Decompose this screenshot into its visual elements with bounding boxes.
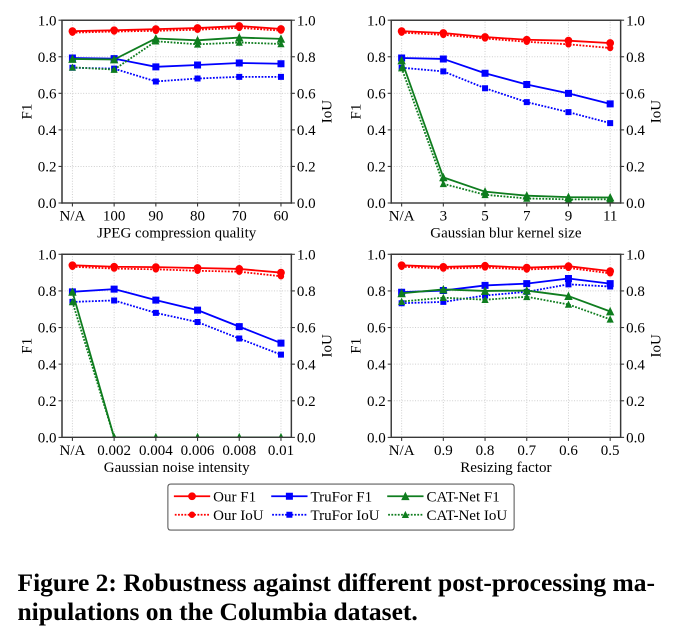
svg-text:0.6: 0.6 <box>559 443 578 459</box>
svg-text:F1: F1 <box>349 104 365 120</box>
svg-text:0.2: 0.2 <box>38 160 57 176</box>
svg-text:0.8: 0.8 <box>367 50 386 66</box>
svg-text:0.7: 0.7 <box>517 443 536 459</box>
svg-text:0.0: 0.0 <box>626 431 645 447</box>
svg-text:0.2: 0.2 <box>38 394 57 410</box>
svg-text:0.0: 0.0 <box>38 431 57 447</box>
svg-text:0.2: 0.2 <box>297 394 316 410</box>
svg-text:0.5: 0.5 <box>601 443 620 459</box>
svg-text:IoU: IoU <box>649 334 665 357</box>
svg-text:1.0: 1.0 <box>367 13 386 29</box>
svg-text:0.0: 0.0 <box>297 196 316 212</box>
svg-text:0.2: 0.2 <box>626 394 645 410</box>
svg-text:TruFor F1: TruFor F1 <box>311 490 373 506</box>
svg-text:Our F1: Our F1 <box>213 490 256 506</box>
svg-text:0.8: 0.8 <box>38 284 57 300</box>
svg-text:CAT-Net IoU: CAT-Net IoU <box>427 508 508 524</box>
svg-text:0.6: 0.6 <box>367 321 386 337</box>
svg-text:0.6: 0.6 <box>297 87 316 103</box>
svg-text:60: 60 <box>273 209 288 225</box>
svg-text:1.0: 1.0 <box>297 248 316 264</box>
svg-text:0.4: 0.4 <box>367 123 386 139</box>
svg-text:0.2: 0.2 <box>626 160 645 176</box>
svg-text:0.01: 0.01 <box>268 443 294 459</box>
svg-text:70: 70 <box>232 209 247 225</box>
svg-text:0.0: 0.0 <box>626 196 645 212</box>
svg-text:0.006: 0.006 <box>181 443 215 459</box>
svg-text:7: 7 <box>523 209 531 225</box>
svg-text:0.8: 0.8 <box>297 284 316 300</box>
svg-text:CAT-Net F1: CAT-Net F1 <box>427 490 500 506</box>
svg-text:0.002: 0.002 <box>97 443 131 459</box>
svg-text:0.6: 0.6 <box>38 321 57 337</box>
svg-text:1.0: 1.0 <box>38 13 57 29</box>
svg-text:0.8: 0.8 <box>367 284 386 300</box>
svg-text:TruFor IoU: TruFor IoU <box>311 508 380 524</box>
svg-text:0.6: 0.6 <box>367 87 386 103</box>
svg-text:0.6: 0.6 <box>626 321 645 337</box>
svg-text:0.0: 0.0 <box>297 431 316 447</box>
svg-text:0.4: 0.4 <box>38 357 57 373</box>
svg-text:0.004: 0.004 <box>139 443 173 459</box>
svg-text:0.2: 0.2 <box>367 394 386 410</box>
svg-text:JPEG compression quality: JPEG compression quality <box>97 226 257 242</box>
svg-text:N/A: N/A <box>389 443 415 459</box>
svg-text:0.4: 0.4 <box>626 123 645 139</box>
svg-text:100: 100 <box>103 209 126 225</box>
svg-text:0.6: 0.6 <box>38 87 57 103</box>
svg-text:0.8: 0.8 <box>38 50 57 66</box>
svg-text:F1: F1 <box>20 338 36 354</box>
svg-text:0.8: 0.8 <box>626 284 645 300</box>
svg-text:0.2: 0.2 <box>297 160 316 176</box>
svg-text:0.0: 0.0 <box>367 431 386 447</box>
svg-text:0.0: 0.0 <box>367 196 386 212</box>
svg-text:1.0: 1.0 <box>297 13 316 29</box>
svg-text:5: 5 <box>481 209 489 225</box>
svg-text:0.6: 0.6 <box>626 87 645 103</box>
svg-text:3: 3 <box>440 209 448 225</box>
svg-text:N/A: N/A <box>60 209 86 225</box>
svg-text:IoU: IoU <box>649 100 665 123</box>
svg-text:N/A: N/A <box>389 209 415 225</box>
svg-text:0.008: 0.008 <box>222 443 256 459</box>
svg-text:80: 80 <box>190 209 205 225</box>
svg-text:IoU: IoU <box>319 100 335 123</box>
svg-text:0.8: 0.8 <box>626 50 645 66</box>
svg-text:Resizing factor: Resizing factor <box>460 460 551 476</box>
svg-text:1.0: 1.0 <box>626 248 645 264</box>
svg-text:0.9: 0.9 <box>434 443 453 459</box>
svg-text:N/A: N/A <box>60 443 86 459</box>
svg-text:0.4: 0.4 <box>297 357 316 373</box>
svg-text:11: 11 <box>603 209 617 225</box>
svg-text:Gaussian blur kernel size: Gaussian blur kernel size <box>430 226 582 242</box>
svg-text:0.0: 0.0 <box>38 196 57 212</box>
svg-text:0.4: 0.4 <box>38 123 57 139</box>
svg-text:9: 9 <box>565 209 573 225</box>
svg-text:1.0: 1.0 <box>367 248 386 264</box>
svg-text:IoU: IoU <box>319 334 335 357</box>
svg-text:0.4: 0.4 <box>626 357 645 373</box>
svg-text:Our IoU: Our IoU <box>213 508 264 524</box>
svg-text:0.8: 0.8 <box>476 443 495 459</box>
svg-text:0.8: 0.8 <box>297 50 316 66</box>
svg-text:F1: F1 <box>20 104 36 120</box>
svg-text:1.0: 1.0 <box>38 248 57 264</box>
svg-text:90: 90 <box>148 209 163 225</box>
svg-text:0.4: 0.4 <box>367 357 386 373</box>
svg-text:0.4: 0.4 <box>297 123 316 139</box>
svg-text:Gaussian noise intensity: Gaussian noise intensity <box>104 460 250 476</box>
svg-text:1.0: 1.0 <box>626 13 645 29</box>
svg-text:F1: F1 <box>349 338 365 354</box>
svg-text:0.6: 0.6 <box>297 321 316 337</box>
svg-text:0.2: 0.2 <box>367 160 386 176</box>
